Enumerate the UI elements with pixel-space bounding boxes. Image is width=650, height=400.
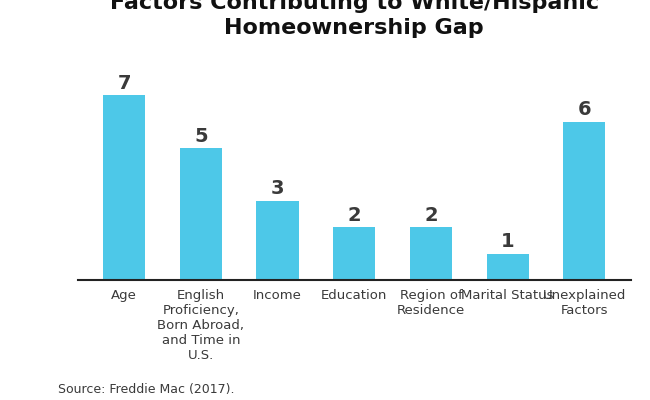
Text: 3: 3 <box>271 179 284 198</box>
Bar <box>410 227 452 280</box>
Text: 6: 6 <box>577 100 591 119</box>
Bar <box>333 227 375 280</box>
Text: 2: 2 <box>348 206 361 225</box>
Bar <box>563 122 605 280</box>
Bar <box>487 254 528 280</box>
Text: 7: 7 <box>118 74 131 93</box>
Bar <box>103 96 146 280</box>
Text: Source: Freddie Mac (2017).: Source: Freddie Mac (2017). <box>58 383 235 396</box>
Text: 2: 2 <box>424 206 437 225</box>
Text: 5: 5 <box>194 126 208 146</box>
Bar <box>180 148 222 280</box>
Text: 1: 1 <box>500 232 514 251</box>
Title: Factors Contributing to White/Hispanic
Homeownership Gap: Factors Contributing to White/Hispanic H… <box>110 0 599 38</box>
Bar <box>257 201 298 280</box>
